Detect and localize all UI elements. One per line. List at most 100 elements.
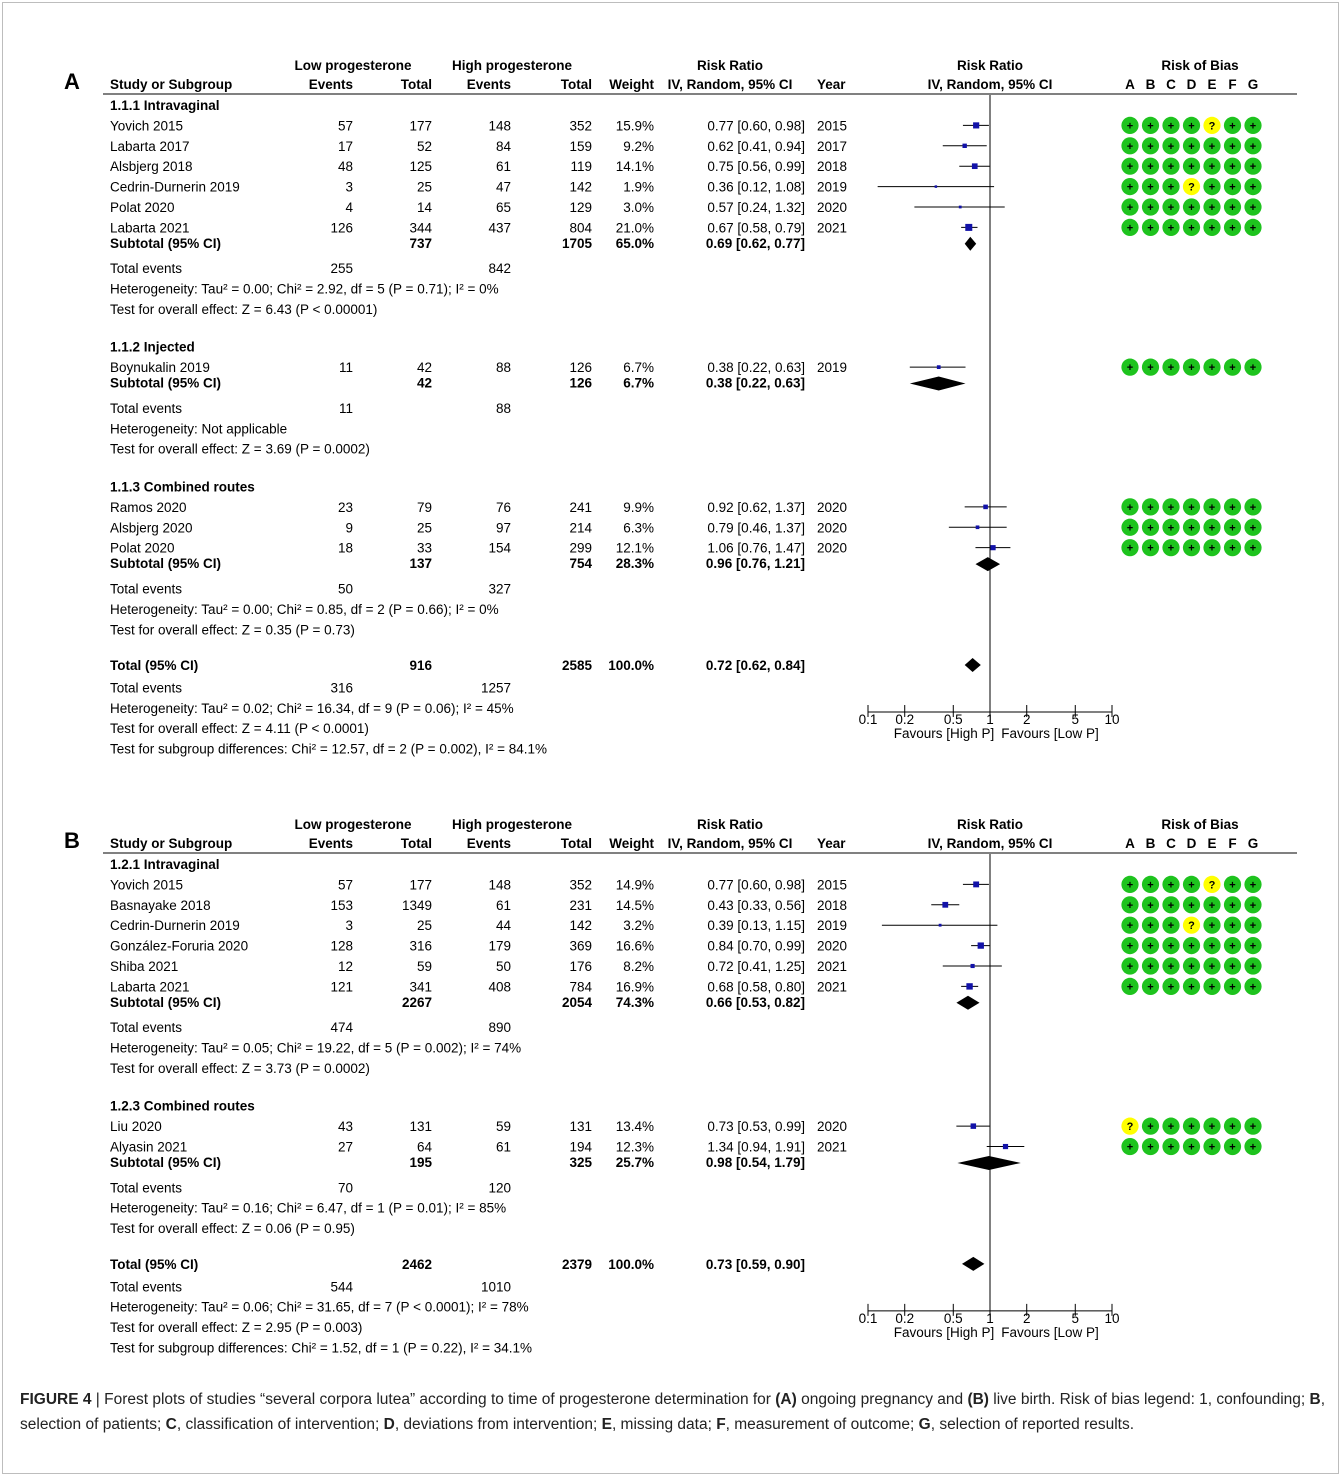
- total-events-high: 120: [488, 1180, 511, 1195]
- header-total-high: Total: [561, 77, 592, 92]
- rob-symbol: +: [1250, 900, 1256, 912]
- rob-low-icon: [1244, 875, 1262, 894]
- rob-low-icon: [1203, 937, 1221, 955]
- study-name: Cedrin-Durnerin 2019: [110, 180, 240, 195]
- rob-symbol: +: [1209, 161, 1215, 173]
- rob-low-icon: [1223, 916, 1242, 934]
- rob-low-icon: [1162, 218, 1180, 236]
- low-total: 14: [417, 200, 433, 215]
- high-events: 437: [488, 220, 511, 235]
- study-name: Shiba 2021: [110, 959, 178, 974]
- rob-symbol: +: [1147, 182, 1153, 194]
- rob-low-icon: [1203, 916, 1221, 934]
- rob-symbol: +: [1168, 941, 1174, 953]
- high-events: 76: [496, 500, 511, 515]
- header-events-low: Events: [309, 77, 353, 92]
- rob-low-icon: [1244, 539, 1262, 557]
- rob-domain-header-d: D: [1187, 77, 1197, 92]
- rob-low-icon: [1182, 1117, 1201, 1135]
- study-name: Labarta 2021: [110, 979, 190, 994]
- rob-unclear-icon: [1182, 178, 1201, 196]
- low-events: 121: [330, 979, 353, 994]
- heterogeneity-text: Heterogeneity: Tau² = 0.05; Chi² = 19.22…: [110, 1041, 521, 1056]
- rob-symbol: +: [1250, 161, 1256, 173]
- high-total: 194: [569, 1140, 592, 1155]
- rob-symbol: +: [1127, 543, 1133, 555]
- rob-symbol: +: [1250, 981, 1256, 993]
- rob-domain-header-g: G: [1248, 77, 1259, 92]
- header-high-group: High progesterone: [452, 817, 573, 832]
- high-events: 59: [496, 1119, 511, 1134]
- rob-low-icon: [1223, 178, 1242, 196]
- rob-symbol: +: [1229, 202, 1235, 214]
- high-total: 352: [569, 877, 592, 892]
- rob-low-icon: [1162, 178, 1180, 196]
- high-total: 352: [569, 118, 592, 133]
- rob-low-icon: [1244, 977, 1262, 996]
- rob-low-icon: [1162, 977, 1180, 996]
- subtotal-high-total: 2054: [562, 995, 593, 1010]
- high-events: 44: [496, 918, 512, 933]
- subgroup-heading: 1.1.3 Combined routes: [110, 479, 255, 494]
- rob-low-icon: [1223, 518, 1242, 536]
- rob-symbol: +: [1147, 161, 1153, 173]
- rob-low-icon: [1162, 157, 1180, 175]
- year: 2017: [817, 139, 847, 154]
- rob-symbol: +: [1209, 202, 1215, 214]
- caption-label: FIGURE 4: [20, 1391, 92, 1408]
- rob-low-icon: [1223, 957, 1242, 975]
- rob-symbol: +: [1168, 1121, 1174, 1133]
- caption-text-7: , missing data;: [611, 1416, 717, 1433]
- subgroup-2: 1.2.3 Combined routes Liu 2020 43 131 59 131 1…: [110, 1099, 1262, 1236]
- total-weight: 100.0%: [608, 658, 654, 673]
- rob-symbol: +: [1127, 362, 1133, 374]
- rob-symbol: +: [1127, 182, 1133, 194]
- study-name: Yovich 2015: [110, 877, 183, 892]
- high-events: 65: [496, 200, 511, 215]
- risk-ratio-ci: 0.39 [0.13, 1.15]: [707, 918, 805, 933]
- point-estimate: [970, 963, 975, 969]
- point-estimate: [965, 223, 973, 231]
- rob-symbol: +: [1250, 1121, 1256, 1133]
- rob-symbol: +: [1250, 120, 1256, 132]
- subtotal-risk-ratio-ci: 0.38 [0.22, 0.63]: [706, 376, 805, 391]
- footer-line-1: Heterogeneity: Tau² = 0.06; Chi² = 31.65…: [110, 1300, 529, 1315]
- rob-symbol: +: [1147, 900, 1153, 912]
- rob-low-icon: [1121, 957, 1139, 975]
- rob-symbol: +: [1127, 522, 1133, 534]
- rob-low-icon: [1203, 358, 1221, 376]
- rob-symbol: +: [1209, 941, 1215, 953]
- risk-ratio-ci: 0.67 [0.58, 0.79]: [707, 220, 805, 235]
- rob-symbol: +: [1250, 362, 1256, 374]
- weight: 3.2%: [623, 918, 654, 933]
- rob-low-icon: [1244, 178, 1262, 196]
- low-total: 52: [417, 139, 432, 154]
- year: 2020: [817, 500, 847, 515]
- study-row: Boynukalin 2019 11 42 88 126 6.7% 0.38 [0.22, …: [110, 358, 1262, 376]
- caption-text-9: , selection of reported results.: [930, 1416, 1135, 1433]
- subtotal-weight: 6.7%: [623, 376, 654, 391]
- total-events-low: 316: [330, 680, 353, 695]
- rob-symbol: +: [1229, 1142, 1235, 1154]
- rob-symbol: ?: [1209, 120, 1216, 132]
- rob-low-icon: [1141, 116, 1160, 134]
- rob-low-icon: [1121, 896, 1139, 914]
- header-year: Year: [817, 836, 846, 851]
- header-total-low: Total: [401, 836, 432, 851]
- total-low-total: 2462: [402, 1257, 432, 1272]
- rob-low-icon: [1141, 937, 1160, 955]
- rob-symbol: +: [1188, 879, 1194, 891]
- rob-low-icon: [1162, 957, 1180, 975]
- rob-symbol: +: [1127, 141, 1133, 153]
- study-name: Labarta 2021: [110, 220, 190, 235]
- rob-low-icon: [1223, 358, 1242, 376]
- rob-symbol: +: [1127, 981, 1133, 993]
- high-events: 61: [496, 1140, 511, 1155]
- caption-domain-g: G: [918, 1416, 931, 1433]
- subtotal-high-total: 1705: [562, 236, 593, 251]
- header-risk-of-bias: Risk of Bias: [1161, 817, 1238, 832]
- rob-symbol: +: [1250, 1142, 1256, 1154]
- low-total: 25: [417, 180, 432, 195]
- weight: 9.9%: [623, 500, 654, 515]
- rob-symbol: +: [1127, 900, 1133, 912]
